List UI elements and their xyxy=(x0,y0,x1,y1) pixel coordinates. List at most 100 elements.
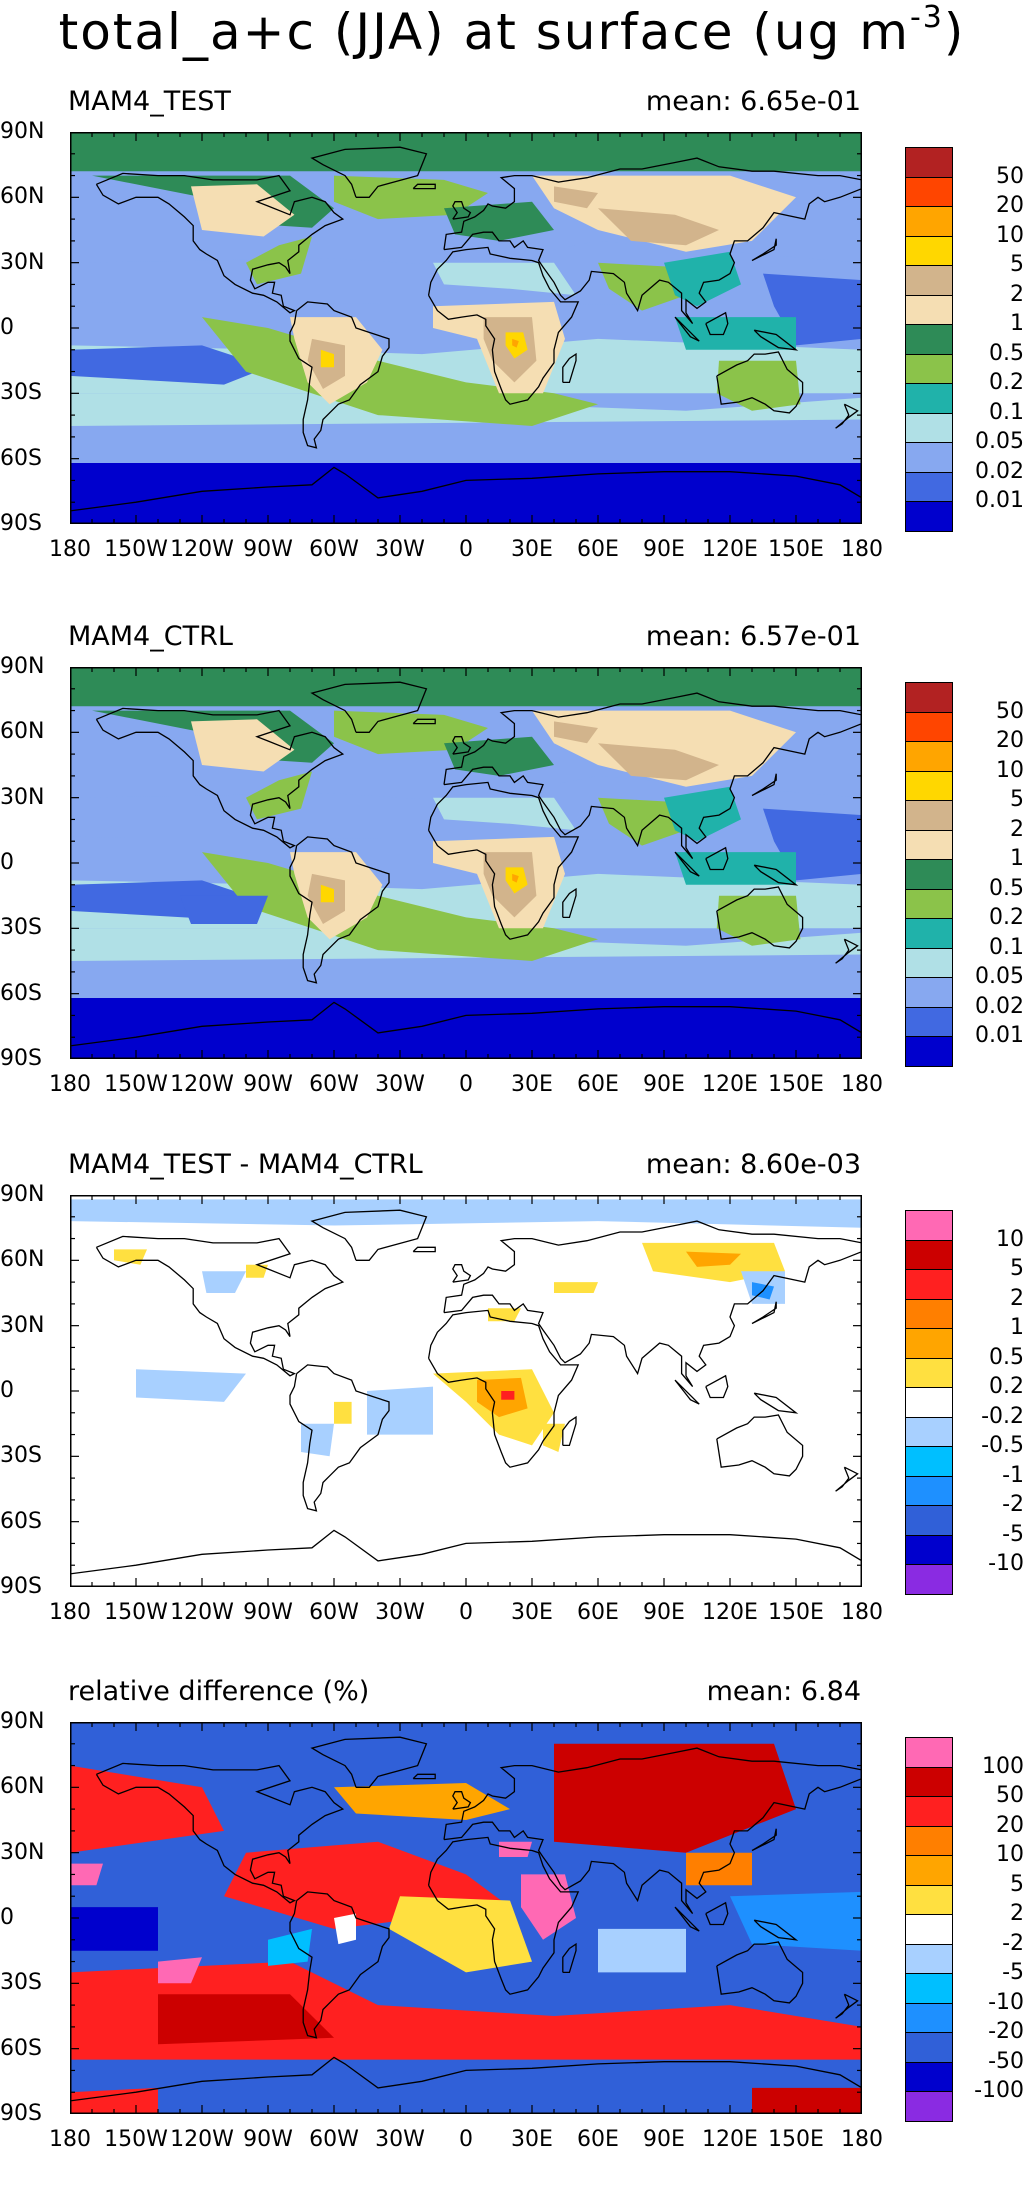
panel-title: MAM4_CTRL xyxy=(68,621,233,652)
contour-fill xyxy=(268,1928,312,1966)
coastline xyxy=(562,1415,577,1447)
colorbar-swatch xyxy=(905,977,953,1008)
contour-fill xyxy=(246,771,312,820)
colorbar-swatch xyxy=(905,1766,953,1797)
map-plot-area xyxy=(70,1195,862,1587)
lon-tick-label: 0 xyxy=(459,1072,473,1097)
figure-title-close: ) xyxy=(943,3,966,61)
colorbar-swatch xyxy=(905,2091,953,2122)
contour-fill xyxy=(512,873,519,883)
coastline xyxy=(835,1466,859,1492)
coastline xyxy=(289,301,390,449)
lat-tick-label: 0 xyxy=(0,315,14,340)
contour-fill xyxy=(246,236,312,285)
colorbar-label: 2 xyxy=(1010,1285,1024,1311)
colorbar-swatch xyxy=(905,918,953,949)
contour-fill xyxy=(752,2087,862,2114)
contour-fill xyxy=(70,345,268,385)
colorbar-swatch xyxy=(905,353,953,384)
colorbar-label: 5 xyxy=(1010,1871,1024,1897)
contour-fill xyxy=(554,186,598,209)
coastline xyxy=(427,246,580,405)
colorbar-swatch xyxy=(905,1564,953,1595)
lat-tick-label: 30S xyxy=(0,1970,42,1996)
lon-tick-label: 60W xyxy=(309,1600,359,1625)
lat-tick-label: 90S xyxy=(0,1574,42,1599)
lat-tick-label: 60N xyxy=(0,1247,45,1273)
colorbar-swatch xyxy=(905,176,953,207)
colorbar-label: 20 xyxy=(996,193,1024,218)
lat-tick-label: 60N xyxy=(0,719,45,745)
contour-fill xyxy=(70,463,862,524)
tick-marks xyxy=(70,132,862,524)
contour-fill xyxy=(686,1251,741,1267)
lat-tick-label: 90N xyxy=(0,1182,45,1207)
coastline xyxy=(443,157,862,325)
colorbar-label: 0.2 xyxy=(989,1374,1024,1399)
colorbar-label: -10 xyxy=(988,1989,1024,2015)
colorbar-swatch xyxy=(905,1416,953,1447)
colorbar-swatch xyxy=(905,2061,953,2092)
coastline xyxy=(753,329,799,351)
lon-tick-label: 150E xyxy=(768,537,824,562)
colorbar-swatch xyxy=(905,888,953,919)
mean-label: mean: xyxy=(706,1676,793,1707)
contour-fill xyxy=(716,895,801,946)
coastline xyxy=(562,352,577,384)
map-panel-ctrl: MAM4_CTRL mean: 6.57e-01 90N 60N 30N 0 30S 60… xyxy=(0,620,1024,1150)
colorbar-swatch xyxy=(905,1855,953,1886)
colorbar-label: -20 xyxy=(988,2019,1024,2044)
coastline xyxy=(751,1301,777,1325)
contour-fill xyxy=(301,1423,334,1457)
lon-tick-label: 90E xyxy=(643,537,685,562)
lat-tick-label: 90S xyxy=(0,511,42,536)
colorbar-label: -5 xyxy=(1002,1521,1024,1547)
coastline xyxy=(452,736,472,755)
colorbar-label: -0.5 xyxy=(981,1433,1024,1458)
coastline xyxy=(753,1392,799,1414)
colorbar-label: 50 xyxy=(996,698,1024,724)
mean-label: mean: xyxy=(645,1149,732,1180)
coastline xyxy=(412,1246,436,1253)
contour-fill xyxy=(598,1928,686,1973)
colorbar-swatch xyxy=(905,859,953,890)
coastline xyxy=(70,1529,862,1587)
colorbar-label: 0.1 xyxy=(989,399,1024,425)
lon-tick-label: 120W xyxy=(170,1600,234,1625)
colorbar-swatch xyxy=(905,1328,953,1359)
contour-fill xyxy=(598,743,719,781)
colorbar-label: 10 xyxy=(996,757,1024,783)
lon-tick-label: 120E xyxy=(702,2127,758,2152)
lat-tick-label: 30S xyxy=(0,915,42,941)
colorbar-label: -0.2 xyxy=(981,1403,1024,1429)
colorbar-swatch xyxy=(905,1914,953,1945)
lon-tick-label: 180 xyxy=(841,537,883,562)
map-panel-test: MAM4_TEST mean: 6.65e-01 90N 60N 30N 0 30S 60… xyxy=(0,85,1024,615)
lon-tick-label: 60W xyxy=(309,2127,359,2152)
contour-fill xyxy=(501,1391,515,1400)
contour-fill xyxy=(334,1401,352,1424)
map-plot-area xyxy=(70,132,862,524)
map-plot-area xyxy=(70,1722,862,2114)
lat-tick-label: 30S xyxy=(0,380,42,406)
colorbar-label: -5 xyxy=(1002,1960,1024,1985)
colorbar-label: 0.1 xyxy=(989,934,1024,960)
lat-tick-label: 30N xyxy=(0,1839,45,1865)
colorbar-swatch xyxy=(905,1475,953,1506)
coastline xyxy=(562,887,577,919)
colorbar-label: -100 xyxy=(974,2078,1024,2103)
contour-fill xyxy=(70,998,862,1059)
panel-mean: mean: 8.60e-03 xyxy=(646,1148,861,1182)
map-svg xyxy=(70,132,862,524)
colorbar-swatch xyxy=(905,265,953,296)
lon-tick-label: 90W xyxy=(243,2127,293,2152)
tick-marks xyxy=(70,1195,862,1587)
colorbar-label: 0.02 xyxy=(975,458,1024,484)
contour-fill xyxy=(598,797,686,846)
coastline xyxy=(443,1747,862,1915)
coastlines xyxy=(70,146,862,524)
lat-tick-label: 60N xyxy=(0,184,45,210)
colorbar-swatch xyxy=(905,1357,953,1388)
contour-fill xyxy=(554,1743,796,1853)
lon-tick-label: 30E xyxy=(511,2127,553,2152)
